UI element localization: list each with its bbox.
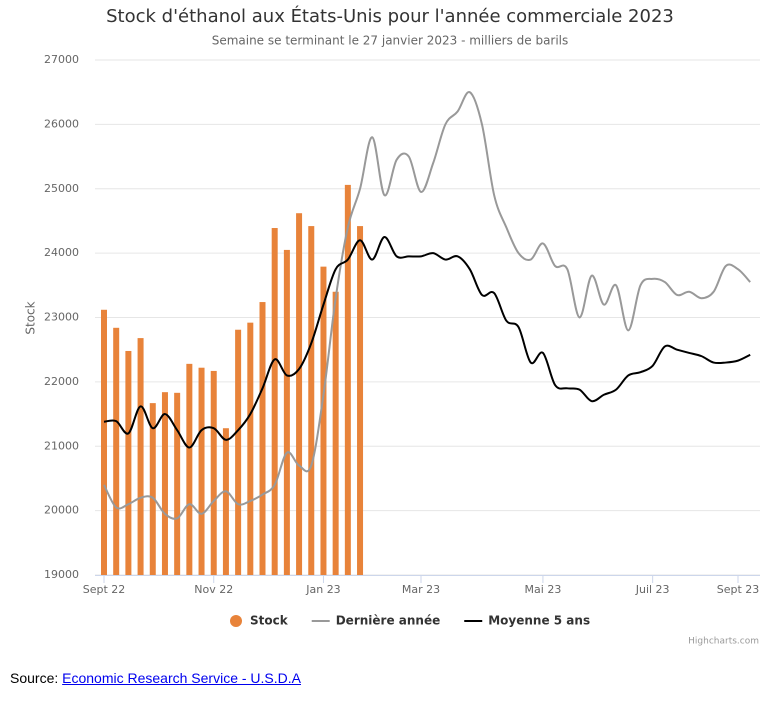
source: Source: Economic Research Service - U.S.… [10, 670, 301, 686]
bar [344, 184, 351, 575]
bar [186, 363, 193, 575]
bar [259, 302, 266, 575]
bar [296, 213, 303, 575]
bar [283, 249, 290, 575]
bar [357, 226, 364, 575]
bar [113, 327, 120, 575]
line [103, 236, 751, 449]
x-tick-label: Juil 23 [635, 583, 670, 596]
bar [271, 228, 278, 576]
legend-label: Moyenne 5 ans [488, 614, 590, 628]
legend-label: Dernière année [336, 614, 441, 628]
bar [308, 226, 315, 575]
bar [161, 392, 168, 575]
credits: Highcharts.com [688, 637, 759, 647]
bar [222, 428, 229, 575]
bar [198, 367, 205, 575]
bar [101, 309, 107, 575]
legend-label: Stock [250, 614, 289, 628]
x-tick-label: Mar 23 [402, 583, 440, 596]
bar [320, 266, 327, 575]
y-tick-label: 26000 [44, 117, 79, 130]
chart-title: Stock d'éthanol aux États-Unis pour l'an… [106, 5, 674, 27]
bar [125, 350, 132, 575]
x-tick-label: Nov 22 [194, 583, 233, 596]
y-tick-label: 19000 [44, 568, 79, 581]
y-axis-title: Stock [24, 301, 38, 334]
x-tick-label: Sept 22 [83, 583, 126, 596]
source-link[interactable]: Economic Research Service - U.S.D.A [62, 670, 301, 686]
bar [210, 370, 217, 575]
y-tick-label: 23000 [44, 311, 79, 324]
source-label: Source: [10, 670, 59, 686]
y-tick-label: 27000 [44, 53, 79, 66]
chart-subtitle: Semaine se terminant le 27 janvier 2023 … [212, 34, 569, 48]
line [103, 91, 751, 520]
bar [332, 291, 339, 575]
bar [235, 329, 242, 575]
bar [149, 403, 156, 575]
chart: Stock d'éthanol aux États-Unis pour l'an… [24, 5, 760, 647]
y-tick-label: 22000 [44, 375, 79, 388]
y-tick-label: 24000 [44, 246, 79, 259]
bar [247, 322, 254, 575]
x-tick-label: Mai 23 [525, 583, 562, 596]
x-tick-label: Sept 23 [717, 583, 760, 596]
legend-marker [230, 615, 242, 627]
y-tick-label: 21000 [44, 439, 79, 452]
y-tick-label: 25000 [44, 182, 79, 195]
bar [174, 392, 181, 575]
bar [137, 338, 144, 575]
x-tick-label: Jan 23 [305, 583, 340, 596]
y-tick-label: 20000 [44, 504, 79, 517]
